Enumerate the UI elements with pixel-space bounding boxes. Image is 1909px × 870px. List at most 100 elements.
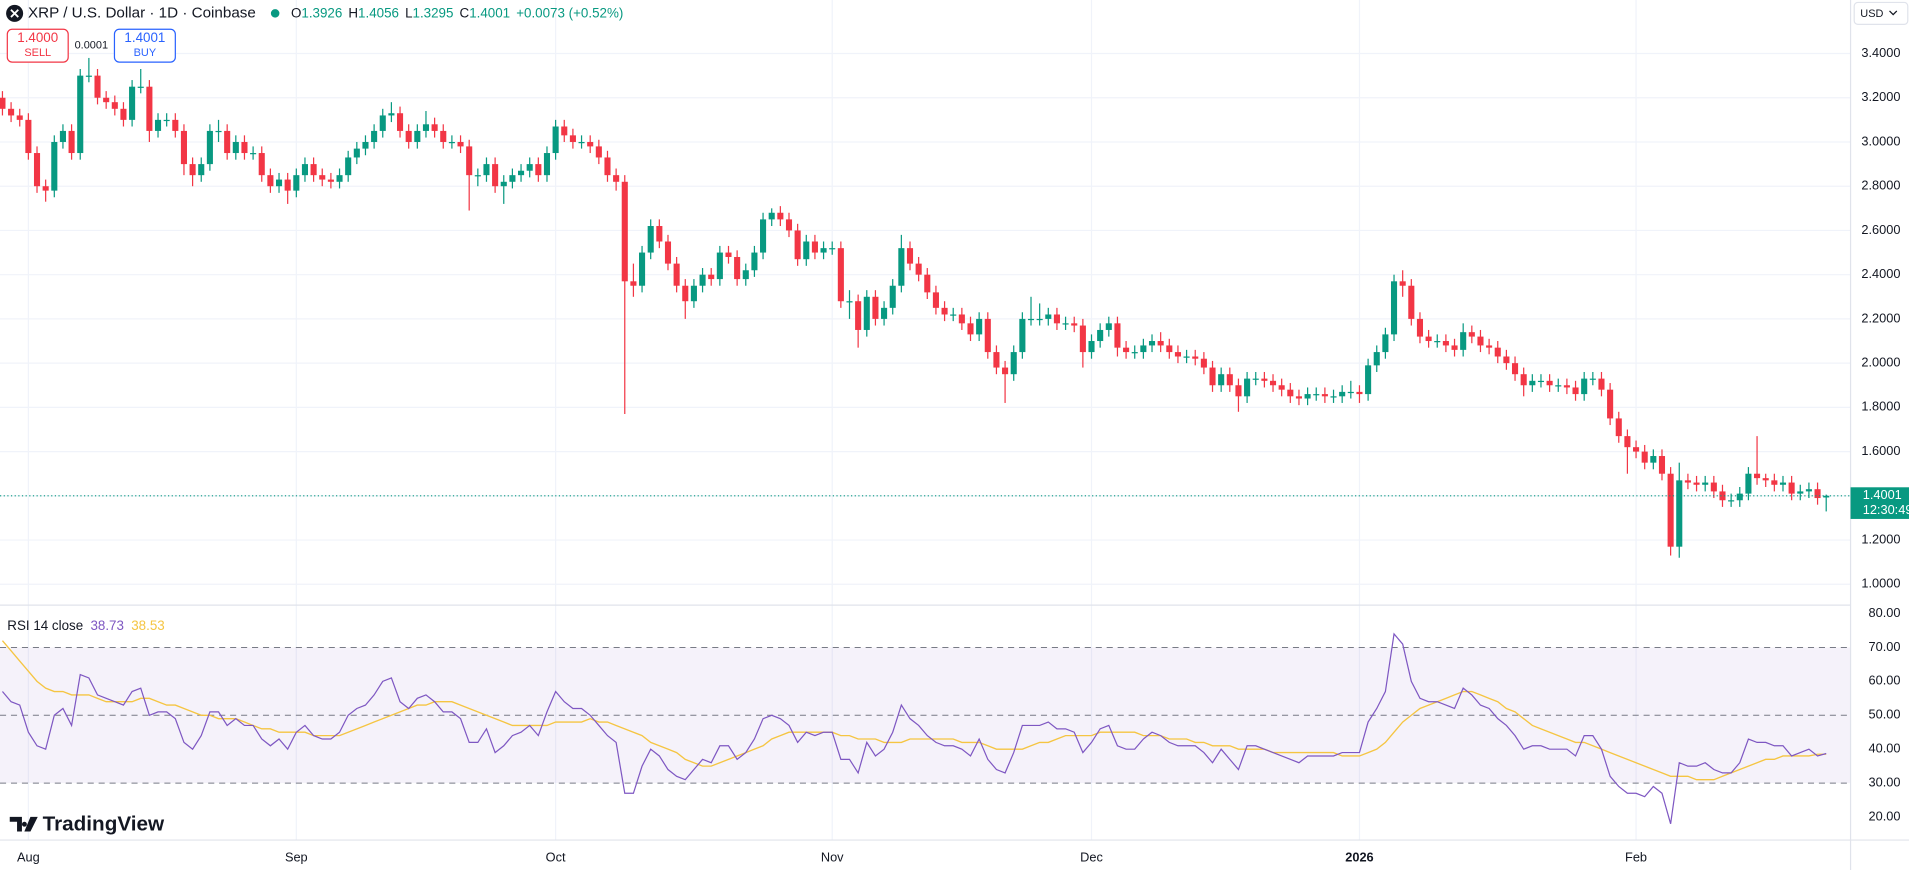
candle-body (250, 153, 257, 155)
candle-body (77, 75, 84, 154)
sell-button[interactable] (6, 28, 69, 63)
candle-body (345, 157, 352, 176)
candle-body (1235, 385, 1242, 397)
ohlc-value: 1.3295 (413, 5, 454, 20)
candle-body (1416, 318, 1424, 337)
candle-body (664, 241, 672, 264)
y-tick-label: 3.0000 (1861, 133, 1900, 148)
candle-body (1788, 482, 1795, 494)
candle-body (760, 219, 767, 253)
candle-body (0, 97, 6, 109)
candle-body (1598, 378, 1605, 390)
candle-body (1192, 356, 1199, 359)
candle-body (1209, 367, 1216, 386)
y-tick-label: 1.2000 (1861, 531, 1900, 546)
candle-body (154, 119, 162, 131)
sell-label[interactable]: SELL (24, 47, 51, 59)
candle-body (846, 301, 853, 303)
candle-body (1079, 325, 1086, 353)
buy-button[interactable] (113, 28, 176, 63)
candle-body (1563, 385, 1570, 388)
candle-body (1771, 480, 1778, 485)
candle-body (1097, 329, 1104, 342)
candle-body (258, 153, 265, 176)
symbol-icon-glyph (10, 9, 19, 18)
candle-body (1339, 391, 1346, 397)
ohlc-value: 1.4056 (358, 5, 399, 20)
candle-body (1442, 341, 1449, 346)
candle-body (881, 307, 888, 319)
candle-body (1356, 391, 1363, 395)
candle-body (1010, 352, 1017, 375)
currency-label[interactable]: USD (1860, 8, 1883, 20)
candle-body (1045, 314, 1052, 319)
y-tick-label: 40.00 (1869, 741, 1901, 756)
candle-body (1390, 281, 1398, 335)
candle-body (1650, 456, 1657, 463)
y-tick-label: 3.4000 (1861, 45, 1900, 60)
candle-body (103, 97, 110, 103)
candle-body (275, 179, 283, 187)
candle-body (1295, 396, 1302, 399)
candle-body (1278, 385, 1285, 390)
candle-body (1494, 347, 1501, 357)
candle-body (699, 274, 706, 286)
ui: XRP / U.S. Dollar · 1D · Coinbase O1.392… (6, 1, 1909, 865)
currency-button[interactable] (1853, 1, 1909, 25)
candle-body (42, 186, 49, 191)
candle-body (267, 175, 274, 187)
ohlc-value: 1.4001 (469, 5, 510, 20)
candle-body (889, 285, 896, 308)
candle-body (976, 318, 983, 335)
candle-body (1710, 482, 1717, 492)
candle-body (396, 113, 404, 131)
candle-body (327, 179, 334, 182)
candle-body (777, 212, 784, 220)
sell-price[interactable]: 1.4000 (17, 30, 58, 45)
candle-body (1572, 387, 1579, 395)
spread: 0.0001 (75, 40, 108, 52)
candle-body (621, 181, 628, 282)
candle-body (1218, 374, 1225, 386)
candle-body (68, 130, 75, 154)
candle-body (1304, 394, 1311, 399)
countdown: 12:30:49 (1863, 502, 1909, 517)
candle-body (794, 230, 801, 260)
y-tick-label: 60.00 (1869, 673, 1901, 688)
currency-caret[interactable] (1889, 10, 1898, 16)
candle-body (1140, 345, 1147, 353)
candle-body (673, 263, 680, 286)
rsi-value: 38.73 (90, 617, 123, 632)
candle-body (941, 307, 948, 315)
candle-body (924, 274, 931, 293)
buy-label[interactable]: BUY (134, 47, 157, 59)
candle-body (535, 164, 542, 176)
candle-body (405, 130, 412, 142)
last-price-label: 1.4001 (1863, 487, 1902, 502)
buy-price[interactable]: 1.4001 (124, 30, 165, 45)
candle-body (578, 141, 585, 144)
candle-body (526, 164, 533, 171)
candle-body (1468, 332, 1475, 337)
x-tick-label: Oct (546, 850, 566, 865)
candle-body (500, 181, 507, 187)
candle-body (1702, 482, 1709, 485)
market-status (270, 9, 280, 18)
candle-body (1131, 352, 1138, 354)
candle-body (863, 296, 870, 330)
candle-body (457, 141, 464, 147)
candle-body (1321, 394, 1328, 397)
candle-body (353, 148, 360, 158)
candle-body (1036, 318, 1043, 321)
candle-body (293, 175, 300, 191)
candle-body (33, 153, 41, 187)
candle-body (1615, 418, 1622, 437)
candle-body (1814, 489, 1821, 499)
candle-body (708, 274, 715, 280)
candle-body (1658, 456, 1666, 474)
candle-body (1460, 332, 1467, 350)
candle-body (543, 153, 551, 176)
candle-body (198, 164, 205, 176)
plot (0, 57, 1851, 824)
candle-body (587, 141, 594, 147)
